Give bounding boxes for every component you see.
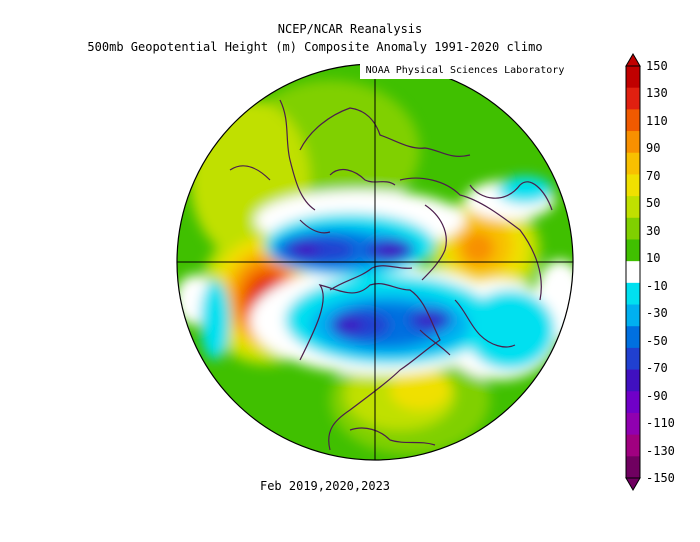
colorbar-swatch (626, 434, 640, 457)
colorbar-swatch (626, 369, 640, 392)
colorbar (625, 53, 641, 491)
colorbar-swatch (626, 326, 640, 349)
colorbar-tick-label: -10 (646, 278, 668, 293)
colorbar-tick-label: 90 (646, 141, 661, 156)
colorbar-swatch (626, 217, 640, 240)
colorbar-swatch (626, 87, 640, 110)
coastlines (229, 99, 553, 451)
colorbar-swatch (626, 152, 640, 175)
colorbar-tick-label: 70 (646, 168, 661, 183)
colorbar-swatch (626, 131, 640, 154)
title-line-1: NCEP/NCAR Reanalysis (277, 22, 423, 36)
colorbar-swatch (626, 282, 640, 306)
colorbar-swatch (626, 239, 640, 262)
colorbar-tick-label: -50 (646, 333, 668, 348)
colorbar-top-arrow (625, 53, 641, 67)
colorbar-tick-label: 130 (646, 86, 668, 101)
anomaly-field (177, 80, 573, 455)
colorbar-swatch (626, 174, 640, 197)
colorbar-frame (625, 65, 641, 479)
period-label: Feb 2019,2020,2023 (259, 479, 391, 493)
colorbar-swatch (626, 456, 640, 479)
colorbar-tick-label: 10 (646, 251, 661, 266)
colorbar-tick-label: -110 (646, 416, 675, 431)
colorbar-tick-label: -70 (646, 361, 668, 376)
colorbar-swatch (626, 66, 640, 89)
colorbar-tick-label: -30 (646, 306, 668, 321)
colorbar-tick-label: -90 (646, 388, 668, 403)
colorbar-swatch (626, 304, 640, 327)
colorbar-swatch (626, 391, 640, 414)
title-line-2: 500mb Geopotential Height (m) Composite … (87, 40, 543, 54)
colorbar-swatch (626, 261, 640, 284)
colorbar-tick-label: -130 (646, 443, 675, 458)
credit-label: NOAA Physical Sciences Laboratory (360, 63, 570, 79)
colorbar-swatch (626, 347, 640, 371)
colorbar-tick-label: 50 (646, 196, 661, 211)
colorbar-swatch (626, 196, 640, 219)
colorbar-tick-label: 150 (646, 59, 668, 73)
colorbar-tick-label: 110 (646, 113, 668, 128)
colorbar-swatch (626, 109, 640, 132)
colorbar-tick-label: -150 (646, 471, 675, 485)
colorbar-swatch (626, 412, 640, 436)
colorbar-tick-label: 30 (646, 223, 661, 238)
